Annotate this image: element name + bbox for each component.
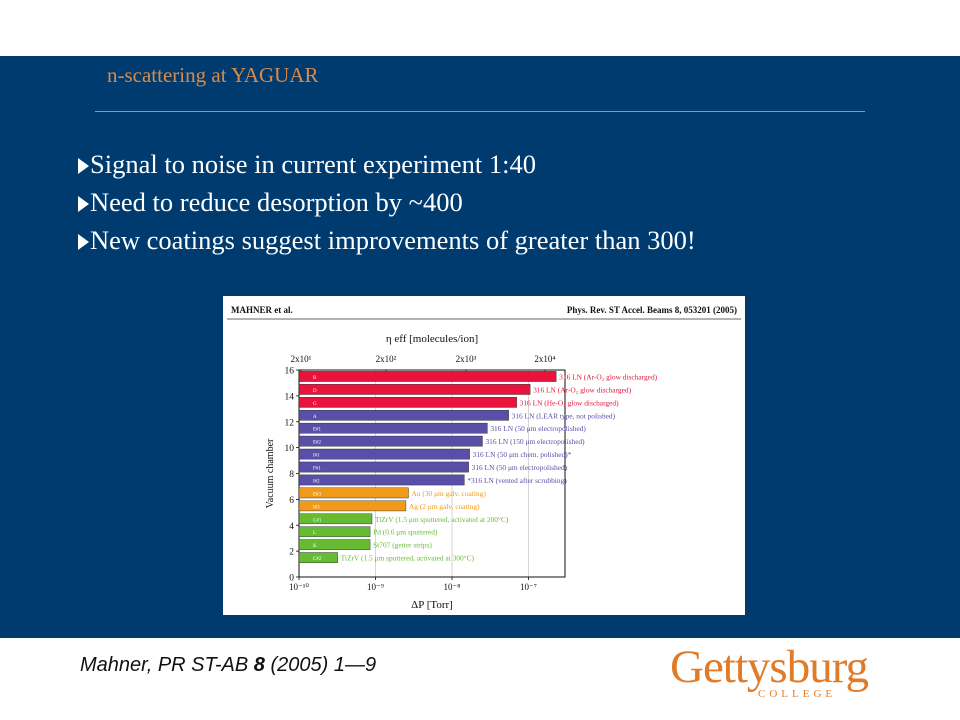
bullet-text: Need to reduce desorption by ~400 [90, 187, 463, 217]
bar-data-label: TiZrV (1.5 μm sputtered, activated at 20… [375, 515, 509, 524]
bar-code-label: C#1 [313, 518, 322, 523]
bar-data-label: 316 LN (150 μm electropolished) [485, 437, 585, 446]
y-axis-tick-label: 2 [289, 548, 294, 558]
citation-prefix: Mahner, PR ST-AB [80, 654, 254, 676]
bar-data-label: Ag (2 μm galv. coating) [409, 502, 480, 511]
y-axis-tick-label: 14 [285, 392, 295, 402]
bar-code-label: K [313, 544, 317, 549]
chart-header-right: Phys. Rev. ST Accel. Beams 8, 053201 (20… [567, 305, 737, 315]
top-axis-label: η eff [molecules/ion] [386, 333, 478, 345]
bullet-item: New coatings suggest improvements of gre… [78, 221, 696, 259]
bar-data-label: TiZrV (1.5 μm sputtered, activated at 30… [341, 554, 475, 563]
bar-data-label: St707 (getter strips) [373, 541, 432, 550]
bar-code-label: I#3 [313, 505, 320, 510]
bullet-item: Need to reduce desorption by ~400 [78, 183, 696, 221]
bar-data-label: 316 LN (He-O₂ glow discharged) [520, 398, 619, 407]
bar-data-label: 316 LN (50 μm chem. polished)* [473, 450, 572, 459]
bar-data-label: *316 LN (vented after scrubbing) [467, 476, 567, 485]
y-axis-tick-label: 10 [285, 444, 295, 454]
y-axis-tick-label: 16 [285, 367, 295, 377]
bar-code-label: A [313, 415, 317, 420]
y-axis-label: Vacuum chamber [265, 438, 276, 508]
x-axis-tick-label: 10⁻¹⁰ [289, 582, 309, 592]
bar-data-label: 316 LN (Ar-O₂ glow discharged) [559, 372, 657, 381]
top-axis-tick-label: 2x10² [376, 354, 397, 364]
bar-code-label: B [313, 376, 317, 381]
bar-12 [298, 513, 373, 525]
bullet-text: Signal to noise in current experiment 1:… [90, 149, 536, 179]
y-axis-tick-label: 8 [289, 470, 294, 480]
bar-data-label: 316 LN (Ar-O₂ glow discharged) [533, 385, 631, 394]
bar-5 [298, 422, 488, 434]
arrow-bullet-icon [78, 158, 89, 174]
bar-data-label: 316 LN (50 μm electropolished) [490, 424, 586, 433]
bar-11 [298, 500, 407, 512]
bullet-item: Signal to noise in current experiment 1:… [78, 145, 696, 183]
bar-6 [298, 435, 483, 447]
bar-15 [298, 552, 338, 563]
bar-code-label: G [313, 402, 317, 407]
college-logo: Gettysburg COLLEGE [670, 641, 870, 703]
bar-1 [298, 371, 557, 382]
bar-code-label: D [313, 389, 317, 394]
y-axis-tick-label: 12 [285, 418, 295, 428]
top-axis-tick-label: 2x10¹ [291, 354, 312, 364]
bar-10 [298, 487, 409, 499]
bullet-text: New coatings suggest improvements of gre… [90, 225, 696, 255]
top-axis-tick-label: 2x10³ [456, 354, 477, 364]
bar-4 [298, 409, 509, 421]
bullet-list: Signal to noise in current experiment 1:… [78, 145, 696, 259]
bar-7 [298, 448, 470, 460]
bar-2 [298, 384, 531, 395]
bar-9 [298, 474, 465, 486]
slide-title: n-scattering at YAGUAR [107, 63, 319, 87]
y-axis-tick-label: 4 [289, 522, 294, 532]
citation-suffix: (2005) 1—9 [264, 654, 377, 676]
title-divider [95, 111, 865, 112]
bar-data-label: Pd (0.6 μm sputtered) [373, 528, 438, 537]
bar-code-label: C#2 [313, 557, 322, 562]
y-axis-tick-label: 6 [289, 496, 294, 506]
bar-13 [298, 526, 371, 538]
x-axis-tick-label: 10⁻⁸ [444, 582, 461, 592]
bar-code-label: E#3 [313, 492, 322, 497]
bar-3 [298, 397, 517, 408]
top-axis-tick-label: 2x10⁴ [534, 354, 555, 364]
x-axis-label: ΔP [Torr] [411, 599, 453, 611]
bar-code-label: I#2 [313, 479, 320, 484]
bar-data-label: 316 LN (50 μm electropolished) [472, 463, 568, 472]
bar-code-label: E#2 [313, 441, 322, 446]
logo-wordmark: Gettysburg [670, 641, 869, 693]
arrow-bullet-icon [78, 234, 89, 250]
bar-code-label: I#1 [313, 454, 320, 459]
bar-data-label: 316 LN (LEAR type, not polished) [512, 411, 616, 420]
logo-subtitle: COLLEGE [758, 688, 837, 700]
bar-14 [298, 539, 371, 550]
figure-desorption-chart: MAHNER et al. Phys. Rev. ST Accel. Beams … [223, 296, 745, 615]
arrow-bullet-icon [78, 196, 89, 212]
x-axis-tick-label: 10⁻⁷ [520, 582, 537, 592]
chart-svg: MAHNER et al. Phys. Rev. ST Accel. Beams … [227, 305, 741, 611]
bar-code-label: L [313, 531, 316, 536]
citation-volume: 8 [253, 654, 265, 676]
citation: Mahner, PR ST-AB 8 (2005) 1—9 [80, 654, 376, 677]
x-axis-tick-label: 10⁻⁹ [367, 582, 384, 592]
bar-code-label: F#1 [313, 467, 321, 472]
bar-8 [298, 461, 469, 473]
chart-header-left: MAHNER et al. [231, 305, 293, 315]
y-axis-tick-label: 0 [289, 574, 294, 584]
bar-data-label: Au (30 μm galv. coating) [411, 489, 486, 498]
bar-code-label: E#1 [313, 428, 322, 433]
